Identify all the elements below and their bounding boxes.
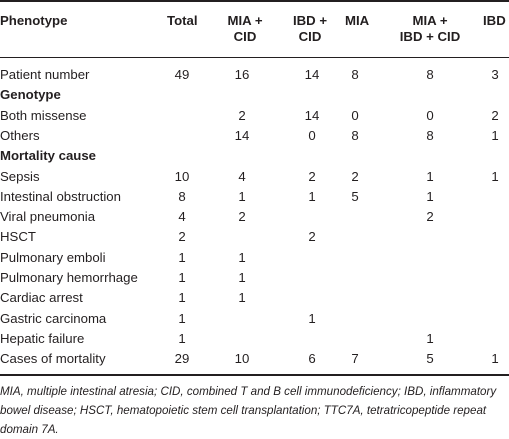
header-mia-cid-line2: CID	[233, 29, 257, 44]
table-cell: 49	[174, 67, 190, 82]
table-cell: 2	[308, 168, 316, 184]
table-cell: 1	[238, 249, 246, 265]
bottom-rule	[0, 374, 509, 376]
table-cell: 1	[491, 127, 499, 143]
row-label: Intestinal obstruction	[0, 188, 121, 204]
table-cell: 5	[426, 351, 434, 367]
table-cell: 2	[178, 229, 186, 245]
table-cell: 1	[308, 310, 316, 326]
header-ibd-cid-line1: IBD +	[292, 13, 328, 28]
table-cell: 1	[178, 310, 186, 326]
row-label: HSCT	[0, 229, 36, 245]
table-cell: 4	[238, 168, 246, 184]
table-cell: 8	[351, 67, 359, 82]
table-cell: 1	[491, 351, 499, 367]
section-heading: Genotype	[0, 87, 61, 103]
row-label: Cardiac arrest	[0, 290, 83, 306]
table-cell: 8	[426, 127, 434, 143]
table-cell: 0	[351, 107, 359, 123]
table-cell: 2	[308, 229, 316, 245]
header-ibd: IBD	[483, 13, 506, 28]
table-cell: 1	[178, 330, 186, 346]
section-heading: Mortality cause	[0, 148, 97, 164]
header-total: Total	[167, 13, 198, 28]
table-cell: 1	[426, 168, 434, 184]
table-cell: 2	[351, 168, 359, 184]
row-label: Both missense	[0, 107, 87, 123]
table-cell: 1	[491, 168, 499, 184]
header-ibd-cid: IBD + CID	[287, 13, 333, 45]
table-cell: 14	[304, 67, 320, 82]
table-cell: 5	[351, 188, 359, 204]
header-mia-ibd-cid: MIA + IBD + CID	[391, 13, 469, 45]
table-cell: 14	[304, 107, 320, 123]
table-cell: 29	[174, 351, 190, 367]
table-cell: 4	[178, 209, 186, 225]
table-cell: 1	[178, 270, 186, 285]
row-label: Viral pneumonia	[0, 209, 96, 225]
header-rule	[0, 57, 509, 58]
table-cell: 8	[178, 188, 186, 204]
table-cell: 6	[308, 351, 316, 367]
header-mia-cid-line1: MIA +	[227, 13, 263, 28]
row-label: Cases of mortality	[0, 351, 106, 367]
table-cell: 1	[426, 330, 434, 346]
table-cell: 8	[426, 67, 434, 82]
table-cell: 1	[308, 188, 316, 204]
row-label: Sepsis	[0, 168, 40, 184]
table-cell: 8	[351, 127, 359, 143]
row-label: Others	[0, 127, 40, 143]
row-label: Hepatic failure	[0, 330, 85, 346]
table-cell: 3	[491, 67, 499, 82]
table-cell: 14	[234, 127, 250, 143]
table-cell: 2	[238, 209, 246, 225]
table-cell: 7	[351, 351, 359, 367]
table-cell: 1	[178, 290, 186, 306]
header-mia-cid: MIA + CID	[218, 13, 272, 45]
table-cell: 1	[426, 188, 434, 204]
table-cell: 1	[238, 290, 246, 306]
header-mia-ibd-cid-line1: MIA +	[412, 13, 448, 28]
header-ibd-cid-line2: CID	[298, 29, 322, 44]
table-cell: 2	[238, 107, 246, 123]
table-footnote: MIA, multiple intestinal atresia; CID, c…	[0, 385, 497, 436]
table-cell: 1	[238, 270, 246, 285]
row-label: Gastric carcinoma	[0, 310, 107, 326]
header-mia-ibd-cid-line2: IBD + CID	[399, 29, 461, 44]
table-cell: 10	[174, 168, 190, 184]
table-cell: 0	[426, 107, 434, 123]
top-rule	[0, 0, 509, 2]
row-label: Patient number	[0, 67, 90, 82]
table-cell: 10	[234, 351, 250, 367]
table-cell: 0	[308, 127, 316, 143]
table-cell: 2	[426, 209, 434, 225]
row-label: Pulmonary hemorrhage	[0, 270, 138, 285]
header-mia: MIA	[345, 13, 370, 28]
table-cell: 1	[238, 188, 246, 204]
header-phenotype: Phenotype	[0, 13, 68, 28]
row-label: Pulmonary emboli	[0, 249, 106, 265]
table-cell: 16	[234, 67, 250, 82]
table-cell: 2	[491, 107, 499, 123]
table-cell: 1	[178, 249, 186, 265]
